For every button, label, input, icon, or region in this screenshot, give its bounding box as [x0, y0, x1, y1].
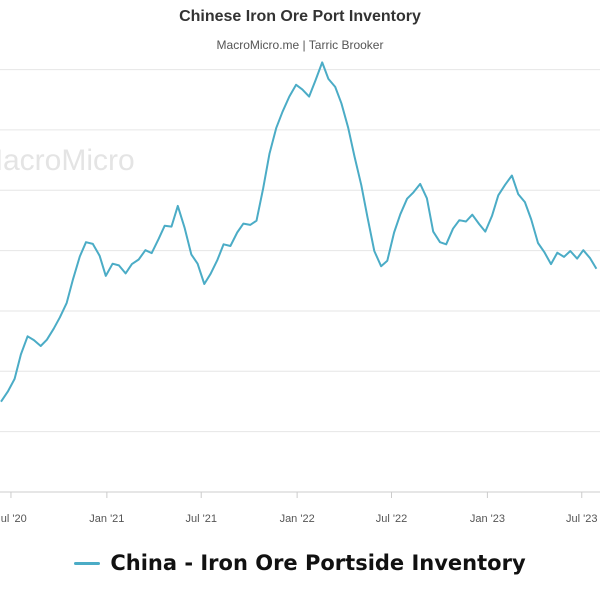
- x-tick-label: Jul '22: [376, 513, 407, 525]
- watermark: MacroMicro: [0, 144, 135, 177]
- x-tick-label: Jan '22: [280, 513, 315, 525]
- chart-title: Chinese Iron Ore Port Inventory: [179, 8, 421, 25]
- x-tick-label: Jul '20: [0, 513, 27, 525]
- legend: China - Iron Ore Portside Inventory: [0, 551, 600, 575]
- chart-subtitle: MacroMicro.me | Tarric Brooker: [216, 38, 384, 52]
- x-tick-label: Jul '23: [566, 513, 597, 525]
- x-tick-label: Jan '21: [89, 513, 124, 525]
- legend-label: China - Iron Ore Portside Inventory: [110, 551, 526, 575]
- x-tick-label: Jul '21: [185, 513, 216, 525]
- legend-line-swatch: [74, 561, 101, 565]
- series-line: [0, 61, 598, 403]
- series-layer: [0, 61, 598, 403]
- grid: [0, 69, 600, 433]
- x-tick-label: Jan '23: [470, 513, 505, 525]
- x-axis: Jul '20 Jan '21 Jul '21 Jan '22 Jul '22 Jan '…: [0, 491, 600, 525]
